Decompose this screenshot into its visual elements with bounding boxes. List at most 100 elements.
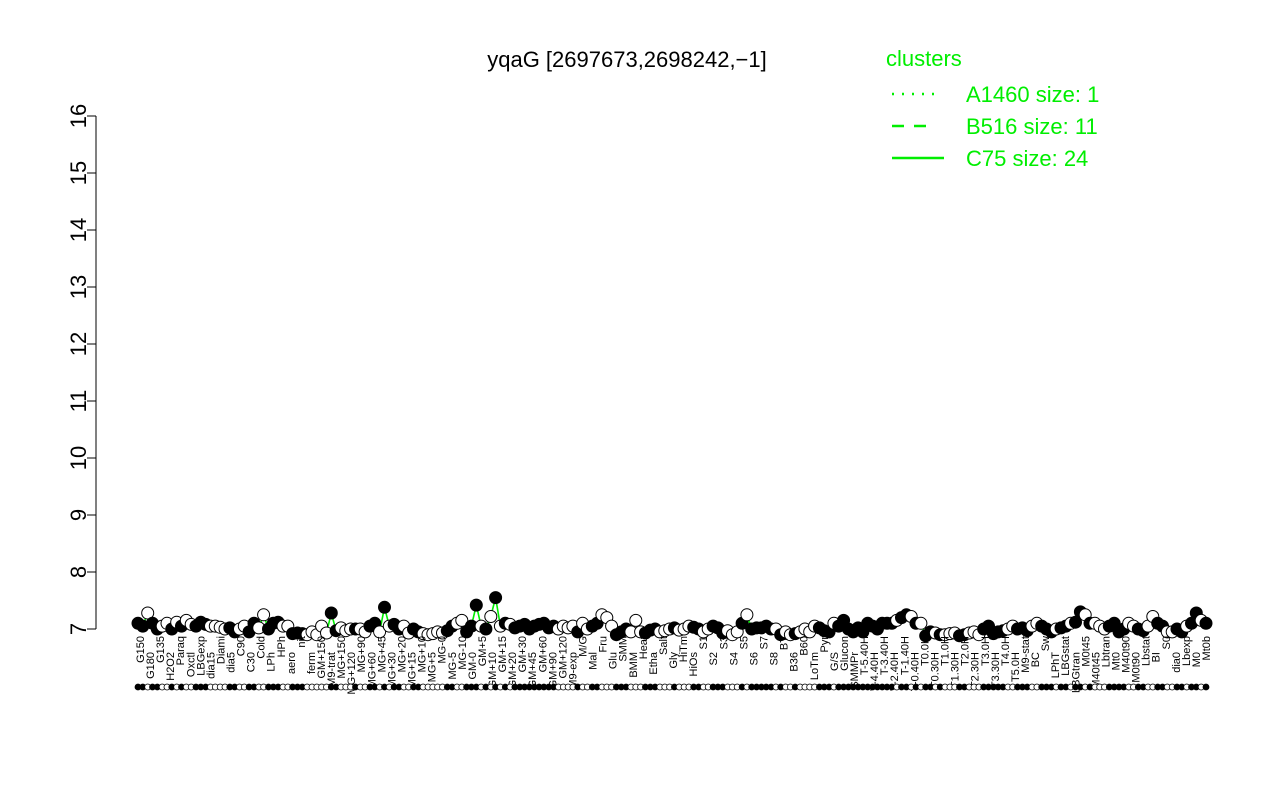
legend-title: clusters: [886, 46, 962, 71]
x-category-label: T1.0H: [940, 636, 952, 666]
x-category-label: S6: [749, 652, 761, 665]
x-category-label: GM+30: [517, 636, 529, 672]
x-category-label: Mt0: [1111, 652, 1123, 670]
legend-label: B516 size: 11: [966, 114, 1098, 139]
x-category-label: M/G: [578, 636, 590, 657]
data-point: [489, 591, 503, 605]
x-category-label: MG+10: [417, 636, 429, 672]
x-category-label: Heat: [638, 636, 650, 659]
x-category-label: S1: [698, 636, 710, 649]
x-category-label: dia0: [1171, 652, 1183, 673]
x-category-label: LoTm: [809, 652, 821, 680]
x-category-label: BMM: [628, 652, 640, 678]
x-category-label: Oxctl: [185, 652, 197, 677]
y-tick-label: 9: [66, 509, 91, 521]
x-category-label: LBGexp: [195, 636, 207, 676]
x-category-label: B36: [789, 652, 801, 672]
x-category-label: ferm: [306, 652, 318, 674]
y-tick-label: 11: [66, 390, 91, 413]
data-point: [455, 613, 469, 627]
x-category-label: S5: [738, 636, 750, 649]
x-category-label: H2O2: [165, 652, 177, 681]
data-point: [1069, 615, 1082, 629]
x-category-label: C30: [246, 652, 258, 672]
x-category-label: Diami: [216, 636, 228, 664]
x-category-label: GM+20: [507, 652, 519, 688]
x-category-label: Glu: [608, 652, 620, 669]
x-category-label: MG+30: [386, 652, 398, 688]
x-category-label: BC: [1030, 652, 1042, 667]
y-tick-label: 12: [66, 332, 91, 356]
legend-label: A1460 size: 1: [966, 82, 1099, 107]
x-category-label: MG+150: [336, 636, 348, 679]
x-category-label: M9-trat: [326, 652, 338, 687]
rug-mark: [1202, 683, 1210, 691]
data-point: [629, 613, 643, 627]
x-category-label: T-2.40H: [889, 652, 901, 691]
data-point: [479, 622, 493, 636]
y-tick-label: 8: [66, 566, 91, 578]
legend: clusters A1460 size: 1 B516 size: 11 C75…: [886, 46, 1099, 171]
x-category-label: dia15: [205, 652, 217, 679]
data-point: [373, 625, 387, 639]
x-category-label: GM+150: [316, 636, 328, 679]
x-category-label: T2.0H: [960, 636, 972, 666]
x-axis-labels: G150G180G135H2O2ParaqOxctlLBGexpdia15Dia…: [135, 636, 1213, 695]
x-category-label: LPhT: [1050, 652, 1062, 679]
x-category-label: GM+120: [557, 636, 569, 679]
x-category-label: Lbtran: [1100, 636, 1112, 667]
x-category-label: BT: [779, 636, 791, 650]
data-point: [324, 606, 338, 620]
x-category-label: MG+15: [407, 652, 419, 688]
x-category-label: SMM: [618, 636, 630, 662]
y-axis: 7 8 9 10 11 12 13 14 15 16: [66, 104, 97, 635]
x-category-label: T-3.40H: [879, 636, 891, 675]
x-category-label: BI: [1151, 652, 1163, 662]
data-point: [740, 608, 754, 622]
x-category-label: Gly: [668, 652, 680, 669]
x-category-label: nit: [296, 636, 308, 648]
x-category-label: M0: [1191, 652, 1203, 667]
x-category-label: S3: [718, 636, 730, 649]
x-category-label: GM+90: [547, 652, 559, 688]
x-category-label: Mal: [588, 652, 600, 670]
x-category-label: S2: [708, 652, 720, 665]
x-category-label: S7: [759, 636, 771, 649]
x-category-label: Fru: [598, 636, 610, 653]
x-category-label: M9-exp: [567, 652, 579, 689]
x-category-label: M0t90: [1131, 652, 1143, 683]
x-category-label: LBGtran: [1070, 652, 1082, 693]
x-category-label: GM+45: [527, 652, 539, 688]
x-category-label: T-4.40H: [869, 652, 881, 691]
x-category-label: T-0.40H: [909, 652, 921, 691]
x-category-label: Mt0b: [1201, 636, 1213, 660]
x-category-label: T3.0H: [980, 636, 992, 666]
x-category-label: T3.30H: [990, 652, 1002, 688]
x-category-label: B60: [799, 636, 811, 656]
x-category-label: GM+60: [537, 636, 549, 672]
x-category-label: Lbstat: [1141, 636, 1153, 666]
x-category-label: M9-stat: [1020, 636, 1032, 673]
x-category-label: dia5: [226, 652, 238, 673]
x-category-label: MG-5: [447, 652, 459, 680]
data-point: [484, 610, 498, 623]
x-category-label: S4: [728, 652, 740, 665]
x-category-label: MG-0: [437, 636, 449, 664]
x-category-label: Glucon: [839, 636, 851, 671]
x-category-label: LPh: [266, 652, 278, 672]
x-category-label: C90: [236, 636, 248, 656]
x-category-label: S8: [769, 652, 781, 665]
x-category-label: T-1.40H: [899, 636, 911, 675]
x-category-label: aero: [286, 652, 298, 674]
x-category-label: T4.0H: [1000, 636, 1012, 666]
x-category-label: G180: [145, 652, 157, 679]
x-category-label: LBGstat: [1060, 636, 1072, 676]
x-category-label: MG+45: [376, 636, 388, 672]
x-category-label: M40t90: [1121, 636, 1133, 673]
x-category-label: T2.30H: [970, 652, 982, 688]
legend-label: C75 size: 24: [966, 146, 1088, 171]
x-category-label: Cold: [256, 636, 268, 659]
data-point: [914, 616, 928, 630]
x-category-label: GM+15: [497, 636, 509, 672]
data-point: [378, 600, 391, 614]
